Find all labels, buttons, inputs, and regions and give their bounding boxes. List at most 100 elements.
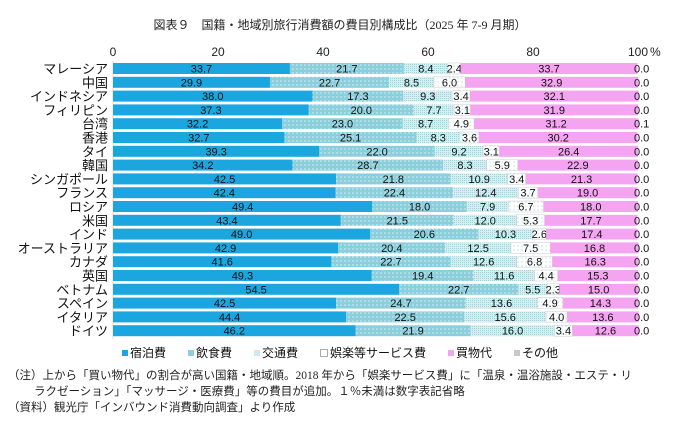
bar-segment-0 — [113, 104, 309, 116]
category-label: 香港 — [82, 131, 108, 146]
bar-segment-2 — [443, 159, 487, 171]
data-label: 42.5 — [214, 298, 235, 310]
bar-segment-4 — [572, 325, 639, 337]
data-label: 13.6 — [491, 298, 512, 310]
legend-item: 交通費 — [253, 344, 298, 361]
data-label: 17.3 — [347, 91, 368, 103]
chart-title: 図表９ 国籍・地域別旅行消費額の費目別構成比（2025 年 7-9 月期） — [153, 18, 527, 32]
bar-segment-1 — [308, 104, 414, 116]
bar-segment-2 — [473, 270, 535, 281]
data-label: 29.9 — [181, 77, 202, 89]
bar-segment-1 — [370, 228, 479, 240]
data-label: 26.4 — [558, 146, 579, 158]
data-label: 15.0 — [588, 284, 609, 296]
data-label: 2.3 — [546, 284, 561, 296]
bar-segment-5 — [638, 118, 639, 130]
data-label: 32.7 — [188, 133, 209, 145]
category-label: 中国 — [82, 75, 108, 90]
bar-segment-4 — [559, 283, 638, 295]
bar-segment-0 — [113, 242, 339, 254]
legend-item: 買物代 — [448, 344, 492, 361]
category-label: シンガポール — [30, 172, 108, 187]
bar-segment-2 — [416, 132, 461, 143]
data-label: 0.0 — [634, 160, 649, 172]
legend-swatch — [448, 349, 455, 356]
bar-segment-4 — [537, 187, 638, 199]
data-label: 44.4 — [219, 312, 240, 324]
data-label: 13.6 — [592, 312, 613, 324]
data-label: 0.0 — [634, 133, 649, 145]
bar-segment-1 — [284, 132, 417, 143]
data-label: 46.2 — [224, 326, 245, 338]
category-label: マレーシア — [43, 62, 108, 77]
bar-segment-4 — [546, 228, 638, 240]
data-label: 22.7 — [319, 77, 340, 89]
data-label: 22.4 — [384, 188, 405, 200]
data-label: 3.4 — [509, 174, 524, 186]
category-label: 韓国 — [82, 158, 108, 173]
data-label: 0.0 — [634, 105, 649, 117]
bar-segment-1 — [336, 173, 451, 185]
data-label: 12.5 — [467, 243, 488, 255]
data-label: 5.9 — [495, 160, 510, 172]
bar-segment-2 — [453, 187, 519, 199]
data-label: 9.2 — [451, 146, 466, 158]
data-label: 10.3 — [495, 229, 516, 241]
data-label: 0.0 — [634, 284, 649, 296]
bar-segment-2 — [478, 228, 533, 240]
bar-segment-2 — [403, 63, 448, 74]
legend-item: 娯楽等サービス費 — [320, 344, 426, 361]
bar-segment-1 — [292, 159, 444, 171]
bar-segment-1 — [355, 325, 471, 337]
bar-segment-2 — [465, 297, 538, 309]
data-label: 0.1 — [634, 119, 649, 131]
x-tick-label: 20 — [211, 45, 225, 59]
data-label: 15.3 — [587, 271, 608, 283]
legend-item: 飲食費 — [187, 344, 232, 361]
data-label: 31.2 — [545, 119, 566, 131]
legend-label: 買物代 — [456, 346, 493, 360]
data-label: 34.2 — [192, 160, 213, 172]
data-label: 4.0 — [549, 312, 564, 324]
category-label: フランス — [56, 186, 108, 201]
bar-segment-2 — [518, 283, 548, 295]
data-label: 49.0 — [231, 229, 252, 241]
bar-segment-1 — [331, 256, 451, 268]
data-label: 2.6 — [532, 229, 547, 241]
bar-segment-0 — [113, 214, 341, 226]
bar-segment-0 — [113, 76, 270, 88]
legend-label: 宿泊費 — [129, 346, 166, 360]
data-label: 42.5 — [214, 174, 235, 186]
bar-segment-2 — [403, 90, 453, 102]
category-label: フィリピン — [43, 103, 108, 118]
bar-segment-1 — [340, 214, 454, 226]
category-label: ロシア — [69, 200, 108, 215]
data-label: 0.0 — [634, 174, 649, 186]
bar-segment-4 — [562, 297, 638, 309]
bar-segment-4 — [550, 242, 639, 254]
data-label: 16.3 — [585, 257, 606, 269]
bar-segment-2 — [402, 118, 449, 130]
bar-segment-1 — [338, 242, 446, 254]
category-label: 英国 — [82, 269, 108, 284]
x-unit-label: % — [650, 45, 661, 59]
category-label: イタリア — [57, 310, 108, 325]
bar-segment-0 — [113, 132, 285, 143]
bar-segment-1 — [319, 145, 435, 157]
data-label: 32.9 — [541, 77, 562, 89]
bar-segment-2 — [450, 173, 508, 185]
bar-segment-2 — [413, 104, 455, 116]
data-label: 21.5 — [387, 215, 408, 227]
category-label: インド — [69, 227, 108, 242]
data-label: 31.9 — [544, 105, 565, 117]
data-label: 20.0 — [351, 105, 372, 117]
data-label: 6.8 — [527, 257, 542, 269]
data-label: 33.7 — [191, 64, 212, 76]
bar-segment-0 — [113, 201, 373, 212]
data-label: 7.7 — [426, 105, 441, 117]
data-label: 28.7 — [357, 160, 378, 172]
data-label: 38.0 — [202, 91, 223, 103]
bar-segment-2 — [389, 76, 434, 88]
data-label: 33.7 — [538, 64, 559, 76]
bar-segment-0 — [113, 270, 372, 281]
